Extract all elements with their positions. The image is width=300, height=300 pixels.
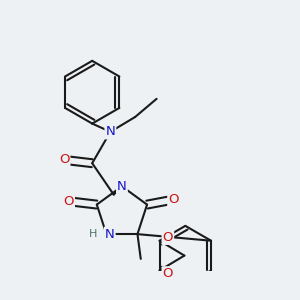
Text: O: O	[168, 193, 179, 206]
Text: O: O	[163, 267, 173, 280]
Text: O: O	[64, 195, 74, 208]
Text: O: O	[59, 153, 69, 167]
Text: H: H	[89, 229, 98, 239]
Text: N: N	[106, 125, 115, 138]
Text: N: N	[117, 180, 127, 193]
Text: N: N	[105, 228, 115, 241]
Text: O: O	[163, 231, 173, 244]
